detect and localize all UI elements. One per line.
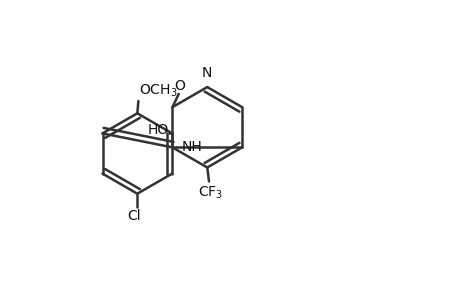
Text: O: O bbox=[174, 79, 185, 93]
Text: OCH$_3$: OCH$_3$ bbox=[139, 83, 177, 99]
Text: CF$_3$: CF$_3$ bbox=[198, 185, 223, 201]
Text: HO: HO bbox=[147, 123, 168, 137]
Text: NH: NH bbox=[181, 140, 202, 154]
Text: Cl: Cl bbox=[127, 209, 140, 224]
Text: N: N bbox=[202, 66, 212, 80]
